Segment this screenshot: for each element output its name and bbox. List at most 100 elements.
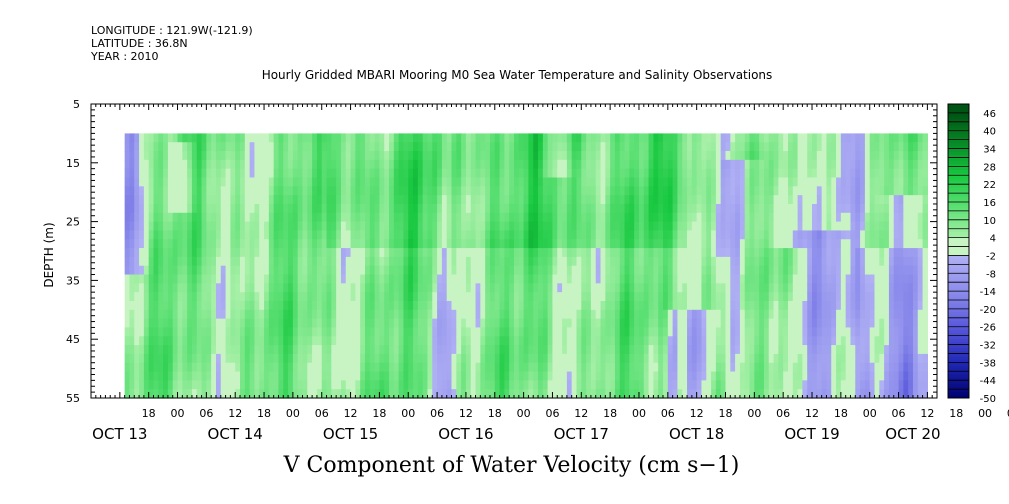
heatmap-cell — [369, 345, 376, 355]
heatmap-cell — [134, 203, 140, 214]
chart-title: Hourly Gridded MBARI Mooring M0 Sea Wate… — [261, 68, 773, 82]
heatmap-cell — [706, 142, 712, 152]
heatmap-cell — [249, 168, 256, 179]
heatmap-cell — [514, 371, 520, 381]
heatmap-cell — [134, 371, 140, 381]
heatmap-cell — [653, 336, 659, 346]
heatmap-cell — [283, 221, 289, 232]
heatmap-cell — [182, 283, 188, 293]
heatmap-cell — [273, 318, 280, 329]
heatmap-cell — [432, 309, 438, 320]
heatmap-cell — [792, 256, 799, 267]
heatmap-cell — [480, 362, 486, 373]
heatmap-cell — [557, 318, 563, 329]
heatmap-cell — [230, 327, 236, 337]
heatmap-cell — [562, 212, 568, 223]
heatmap-cell — [903, 230, 909, 240]
heatmap-cell — [504, 389, 510, 399]
heatmap-cell — [389, 283, 395, 293]
heatmap-cell — [759, 336, 765, 346]
heatmap-cell — [696, 327, 703, 337]
heatmap-cell — [893, 142, 900, 152]
heatmap-cell — [845, 309, 852, 320]
heatmap-cell — [614, 300, 621, 311]
heatmap-cell — [336, 292, 342, 302]
heatmap-cell — [345, 336, 352, 346]
heatmap-cell — [874, 168, 880, 179]
heatmap-cell — [643, 274, 650, 284]
heatmap-cell — [312, 168, 318, 179]
heatmap-cell — [292, 327, 299, 337]
heatmap-cell — [922, 168, 928, 179]
heatmap-cell — [211, 362, 217, 373]
heatmap-cell — [759, 380, 765, 390]
heatmap-cell — [456, 265, 462, 276]
heatmap-cell — [220, 309, 227, 320]
heatmap-cell — [711, 256, 717, 267]
heatmap-cell — [206, 300, 212, 311]
heatmap-cell — [754, 159, 760, 170]
heatmap-cell — [264, 195, 270, 205]
heatmap-cell — [864, 318, 871, 329]
heatmap-cell — [143, 142, 150, 152]
heatmap-cell — [653, 248, 659, 258]
heatmap-cell — [355, 159, 361, 170]
heatmap-cell — [783, 371, 789, 381]
heatmap-cell — [288, 142, 294, 152]
heatmap-cell — [792, 239, 799, 249]
heatmap-cell — [413, 318, 419, 329]
heatmap-cell — [773, 327, 779, 337]
heatmap-cell — [787, 380, 794, 390]
heatmap-cell — [172, 221, 179, 232]
heatmap-cell — [773, 371, 779, 381]
heatmap-cell — [566, 362, 573, 373]
heatmap-cell — [571, 239, 578, 249]
heatmap-cell — [725, 309, 731, 320]
heatmap-cell — [711, 239, 717, 249]
heatmap-cell — [523, 168, 530, 179]
heatmap-cell — [725, 212, 731, 223]
heatmap-cell — [672, 274, 679, 284]
heatmap-cell — [773, 353, 779, 364]
heatmap-cell — [360, 318, 366, 329]
heatmap-cell — [422, 389, 429, 399]
heatmap-cell — [667, 336, 674, 346]
heatmap-cell — [494, 362, 501, 373]
heatmap-cell — [884, 248, 890, 258]
heatmap-cell — [278, 239, 284, 249]
heatmap-cell — [307, 292, 313, 302]
heatmap-cell — [523, 283, 530, 293]
heatmap-cell — [763, 142, 770, 152]
heatmap-cell — [739, 177, 746, 187]
heatmap-cell — [268, 230, 275, 240]
heatmap-cell — [355, 256, 361, 267]
heatmap-cell — [864, 168, 871, 179]
heatmap-cell — [696, 362, 703, 373]
heatmap-cell — [220, 292, 227, 302]
heatmap-cell — [610, 256, 616, 267]
heatmap-cell — [739, 186, 746, 196]
heatmap-cell — [576, 345, 582, 355]
heatmap-cell — [403, 327, 409, 337]
heatmap-cell — [143, 380, 150, 390]
heatmap-cell — [528, 327, 534, 337]
heatmap-cell — [605, 265, 611, 276]
heatmap-cell — [302, 336, 308, 346]
heatmap-cell — [595, 151, 602, 161]
heatmap-cell — [417, 283, 424, 293]
heatmap-cell — [403, 283, 409, 293]
heatmap-cell — [864, 212, 871, 223]
heatmap-cell — [432, 292, 438, 302]
heatmap-cell — [504, 151, 510, 161]
heatmap-cell — [812, 159, 818, 170]
heatmap-cell — [292, 177, 299, 187]
heatmap-cell — [629, 283, 635, 293]
heatmap-cell — [191, 203, 198, 214]
heatmap-cell — [787, 309, 794, 320]
heatmap-cell — [903, 283, 909, 293]
heatmap-cell — [254, 168, 260, 179]
heatmap-cell — [783, 318, 789, 329]
heatmap-cell — [518, 256, 525, 267]
heatmap-cell — [225, 248, 231, 258]
heatmap-cell — [187, 203, 193, 214]
